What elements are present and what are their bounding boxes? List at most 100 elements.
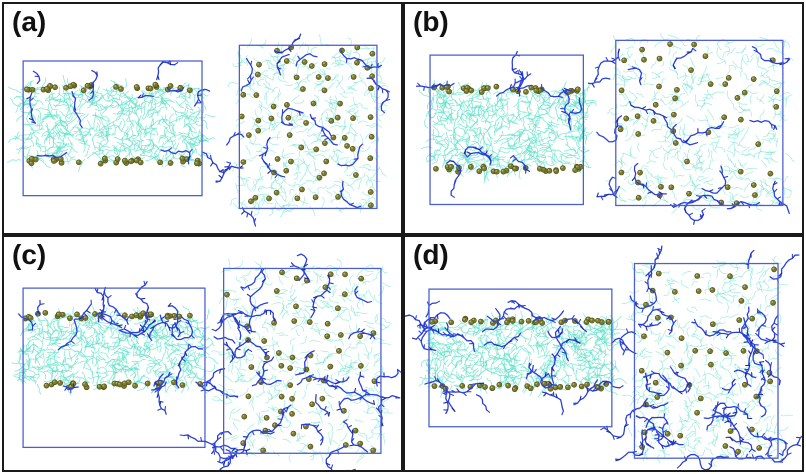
panel-d-lipid-tail-top [688,407,691,417]
panel-c-lipid-tail-top [231,363,234,375]
panel-b-lipid-tail-top [686,148,690,158]
panel-c-lipid-tail-top [347,364,359,370]
panel-d-polymer-side [424,327,476,352]
panel-c-lipid-tail [50,319,58,328]
panel-b-lipid-tail [586,101,597,107]
panel-b-lipid-tail-top [660,98,667,106]
panel-d-lipid-tail-top [693,439,702,444]
panel-a-lipid-tail-top [370,60,374,72]
panel-d-lipid-tail-top [729,263,741,270]
panel-b-headgroup-plane [686,190,692,197]
panel-a-lipid-tail [146,107,156,112]
panel-d-polymer-top [768,435,802,463]
panel-b-lipid-tail [449,126,455,136]
panel-a-lipid-tail [201,137,216,142]
panel-b-polymer-side [466,151,492,166]
panel-a-lipid-tail [38,158,51,168]
panel-a-headgroup-bottom [194,160,200,167]
panel-a-lipid-tail-top [364,87,369,97]
panel-d-lipid-tail [504,323,518,329]
panel-b-lipid-tail [465,113,473,120]
panel-a-lipid-tail [178,96,187,107]
panel-d-headgroup-plane-highlight [772,267,775,270]
panel-a-lipid-tail [80,113,89,122]
panel-a-lipid-tail [94,122,99,132]
panel-c-lipid-tail [111,323,118,334]
panel-b-lipid-tail-top [615,186,627,192]
panel-c-lipid-tail-top [297,449,307,453]
panel-b-lipid-tail-top [700,98,706,111]
panel-a-headgroup-plane [299,186,305,193]
panel-b-headgroup-plane-highlight [668,42,671,45]
panel-b-lipid-tail [491,156,499,168]
panel-c-lipid-tail-top [365,389,373,396]
panel-d-lipid-tail [587,366,592,377]
panel-b-headgroup-plane [617,126,624,133]
panel-a-lipid-tail-top [278,184,287,194]
panel-c-headgroup-plane-highlight [259,380,262,383]
panel-a-lipid-tail-top [246,93,255,98]
panel-d-headgroup-bottom-highlight [596,385,599,388]
panel-d-lipid-tail-top [756,265,765,274]
panel-d-lipid-tail-top [763,403,772,409]
panel-a-lipid-tail-top [276,130,281,140]
panel-b-lipid-tail-top [738,109,746,113]
panel-b-headgroup-plane [722,81,729,87]
panel-a-lipid-tail-top [280,44,285,57]
panel-b-headgroup-bottom-highlight [538,167,540,169]
panel-c-lipid-tail-top [309,421,322,424]
panel-a-lipid-tail [64,104,74,110]
panel-c-lipid-tail [56,322,63,335]
panel-a-headgroup-plane [322,140,328,147]
panel-c-polymer-top [342,419,369,453]
panel-b-lipid-tail-top [740,67,743,77]
panel-c-headgroup-top [67,315,73,322]
panel-a-lipid-tail-top [369,179,382,183]
panel-a-lipid-tail [120,100,128,113]
panel-d-headgroup-plane [722,443,729,449]
panel-a-side-box [22,60,203,197]
panel-d-lipid-tail-top [732,282,743,288]
panel-d-lipid-tail-top [678,447,685,456]
panel-a-lipid-tail [176,92,187,99]
panel-c-lipid-tail [162,362,170,376]
panel-d-lipid-tail-top [652,400,659,407]
panel-d-lipid-tail [436,356,443,366]
panel-a-headgroup-plane [353,172,359,178]
panel-b-headgroup-bottom-highlight [449,165,452,167]
panel-b-lipid-tail-top [737,127,745,138]
panel-b-lipid-tail-top [744,183,750,192]
panel-d-lipid-tail [488,328,502,334]
panel-d-lipid-tail-top [685,414,689,423]
panel-a-headgroup-bottom-highlight [30,157,32,159]
panel-c-lipid-tail-top [274,292,287,295]
panel-a-lipid-tail-top [341,125,347,134]
panel-b-lipid-tail [467,142,478,150]
panel-c-lipid-tail-top [299,299,312,304]
panel-a-polymer-top [339,180,362,209]
panel-b-lipid-tail [537,142,551,147]
panel-a-lipid-tail-top [321,196,325,209]
panel-c-lipid-tail [189,352,201,362]
panel-c-lipid-tail-top [315,407,321,416]
panel-a-headgroup-bottom [137,159,144,166]
panel-b-lipid-tail-top [739,137,744,146]
panel-b-lipid-tail [528,125,540,134]
panel-a-lipid-tail-top [307,70,317,79]
panel-c-lipid-tail-top [310,453,316,461]
panel-c-lipid-tail-top [295,324,304,332]
panel-c-lipid-tail [207,337,215,347]
panel-a-lipid-tail-top [357,179,363,190]
panel-d-lipid-tail [432,374,443,380]
panel-b-lipid-tail-top [640,165,649,171]
panel-a-lipid-tail-top [259,70,269,74]
panel-d-lipid-tail [573,336,588,340]
panel-b-lipid-tail-top [689,57,696,69]
panel-c-lipid-tail-top [281,422,292,428]
panel-a-headgroup-top-highlight [188,88,190,91]
panel-d-lipid-tail-top [730,275,742,280]
panel-b-top-view [593,32,795,225]
panel-b-lipid-tail [418,89,430,98]
panel-d-lipid-tail-top [719,382,731,389]
panel-b-lipid-tail-top [638,70,646,75]
